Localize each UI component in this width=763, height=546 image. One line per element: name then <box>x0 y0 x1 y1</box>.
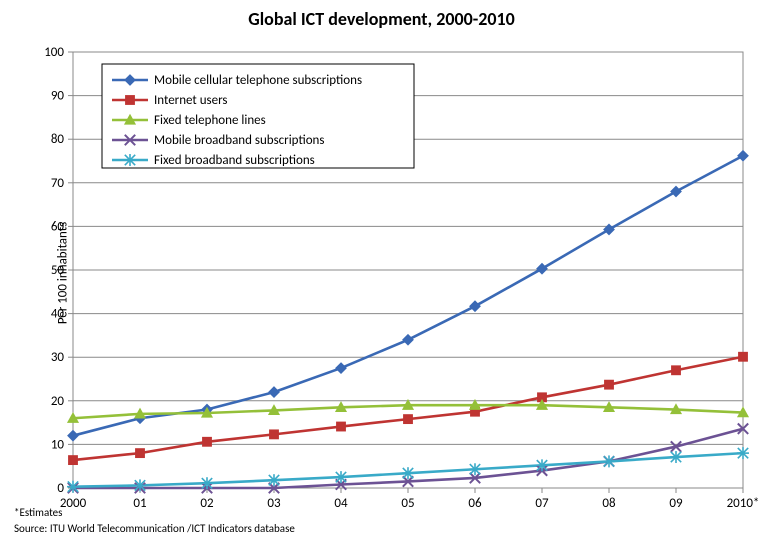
svg-text:Mobile broadband subscriptions: Mobile broadband subscriptions <box>154 133 324 148</box>
svg-text:80: 80 <box>51 132 65 147</box>
svg-text:30: 30 <box>51 350 65 365</box>
svg-text:08: 08 <box>602 496 616 511</box>
footnote-source: Source: ITU World Telecommunication /ICT… <box>14 522 295 535</box>
svg-text:90: 90 <box>51 89 65 104</box>
svg-text:04: 04 <box>334 496 348 511</box>
svg-text:50: 50 <box>51 263 65 278</box>
svg-text:0: 0 <box>57 481 64 496</box>
svg-text:100: 100 <box>44 45 64 60</box>
svg-text:09: 09 <box>669 496 683 511</box>
svg-text:20: 20 <box>51 394 65 409</box>
svg-text:10: 10 <box>51 437 65 452</box>
svg-text:Mobile cellular telephone subs: Mobile cellular telephone subscriptions <box>154 73 362 88</box>
svg-text:Fixed telephone lines: Fixed telephone lines <box>154 113 266 128</box>
svg-text:Fixed broadband subscriptions: Fixed broadband subscriptions <box>154 153 315 168</box>
svg-text:Internet users: Internet users <box>154 93 228 108</box>
svg-text:06: 06 <box>468 496 482 511</box>
chart-svg: 0 10 20 30 40 50 60 70 80 90 100 2000 01 02 03 04 05 06 07… <box>0 0 763 546</box>
svg-text:2000: 2000 <box>60 496 87 511</box>
chart-container: Global ICT development, 2000-2010 Per 10… <box>0 0 763 546</box>
footnote-estimates: *Estimates <box>14 506 62 519</box>
svg-text:07: 07 <box>535 496 549 511</box>
svg-text:60: 60 <box>51 219 65 234</box>
svg-text:03: 03 <box>267 496 281 511</box>
svg-text:05: 05 <box>401 496 414 511</box>
svg-text:02: 02 <box>200 496 214 511</box>
svg-text:2010*: 2010* <box>727 496 760 511</box>
svg-text:01: 01 <box>133 496 146 511</box>
svg-text:70: 70 <box>51 176 65 191</box>
svg-text:40: 40 <box>51 307 65 322</box>
